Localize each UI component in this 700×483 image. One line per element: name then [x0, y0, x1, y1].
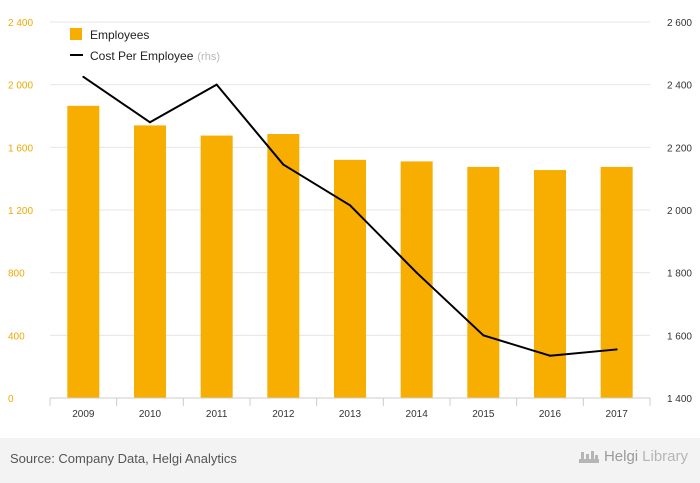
left-axis-tick-label: 1 200	[8, 206, 33, 217]
right-axis-tick-label: 2 400	[667, 81, 692, 92]
right-axis-tick-label: 2 600	[667, 18, 692, 29]
bar-employees-2014	[400, 161, 433, 398]
cost-per-employee-line	[82, 75, 618, 357]
x-axis-tick-label: 2015	[472, 409, 495, 420]
legend: Employees Cost Per Employee (rhs)	[70, 28, 220, 63]
point-cost-per-employee-2014	[415, 271, 418, 274]
right-axis-tick-label: 1 400	[667, 394, 692, 405]
x-axis-tick-label: 2014	[406, 409, 429, 420]
right-axis: 1 400 1 600 1 800 2 000 2 200 2 400 2 600	[667, 18, 692, 405]
point-cost-per-employee-2009	[82, 75, 85, 78]
library-icon	[578, 450, 599, 463]
x-axis-tick-label: 2012	[272, 409, 295, 420]
right-axis-tick-label: 1 600	[667, 331, 692, 342]
x-axis-tick-label: 2013	[339, 409, 362, 420]
brand-prefix: Helgi	[603, 448, 639, 465]
point-cost-per-employee-2017	[615, 348, 618, 351]
left-axis-tick-label: 400	[8, 331, 25, 342]
legend-rhs-label: (rhs)	[197, 51, 220, 63]
legend-cost-label: Cost Per Employee	[90, 49, 194, 63]
bar-employees-2012	[267, 134, 300, 398]
point-cost-per-employee-2012	[282, 163, 285, 166]
x-axis-tick-label: 2017	[606, 409, 629, 420]
left-axis-tick-label: 1 600	[8, 143, 33, 154]
legend-employees-label: Employees	[90, 28, 149, 42]
left-axis-tick-label: 800	[8, 269, 25, 280]
bar-employees-2015	[467, 166, 500, 398]
left-axis: 0 400 800 1 200 1 600 2 000 2 400	[8, 18, 33, 405]
right-axis-tick-label: 1 800	[667, 269, 692, 280]
right-axis-tick-label: 2 200	[667, 143, 692, 154]
bar-employees-2017	[600, 166, 633, 398]
source-text: Source: Company Data, Helgi Analytics	[10, 451, 237, 466]
x-axis: 2009 2010 2011 2012 2013 2014 2015 2016 2017	[49, 397, 651, 420]
brand-suffix: Library	[642, 448, 688, 465]
x-axis-tick-label: 2009	[72, 409, 95, 420]
legend-employees-swatch	[70, 28, 82, 40]
footer: Source: Company Data, Helgi Analytics He…	[0, 438, 700, 483]
right-axis-tick-label: 2 000	[667, 206, 692, 217]
bar-employees-2009	[67, 105, 100, 399]
point-cost-per-employee-2010	[149, 121, 151, 124]
bar-employees-2016	[534, 170, 566, 398]
left-axis-tick-label: 0	[8, 394, 14, 405]
bar-employees-2010	[134, 125, 166, 399]
point-cost-per-employee-2013	[349, 204, 351, 207]
x-axis-tick-label: 2016	[539, 409, 562, 420]
point-cost-per-employee-2016	[549, 354, 551, 357]
bar-employees-2011	[200, 135, 233, 399]
left-axis-tick-label: 2 000	[8, 81, 33, 92]
left-axis-tick-label: 2 400	[8, 18, 33, 29]
x-axis-tick-label: 2011	[206, 409, 228, 420]
legend-cost-text: Cost Per Employee (rhs)	[90, 49, 220, 63]
point-cost-per-employee-2015	[482, 334, 485, 337]
point-cost-per-employee-2011	[215, 83, 218, 86]
x-axis-tick-label: 2010	[139, 409, 162, 420]
employees-bars	[67, 105, 633, 399]
bar-employees-2013	[334, 159, 366, 398]
brand-logo: Helgi Library	[578, 448, 688, 465]
